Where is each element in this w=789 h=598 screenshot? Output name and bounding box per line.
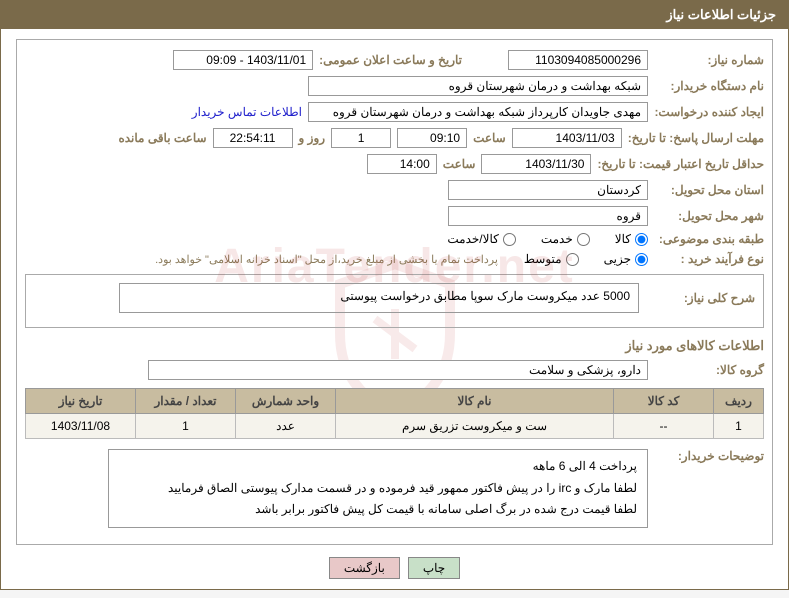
label-price-validity: حداقل تاریخ اعتبار قیمت: تا تاریخ: xyxy=(597,157,764,171)
radio-partial-label: جزیی xyxy=(604,252,631,266)
radio-goods[interactable]: کالا xyxy=(615,232,648,246)
label-process-type: نوع فرآیند خرید : xyxy=(654,252,764,266)
row-goods-group: گروه کالا: دارو، پزشکی و سلامت xyxy=(25,360,764,380)
panel-header: جزئیات اطلاعات نیاز xyxy=(1,1,788,29)
label-price-valid-time: ساعت xyxy=(443,157,476,171)
main-container: جزئیات اطلاعات نیاز AriaTender.net شماره… xyxy=(0,0,789,590)
table-header-row: ردیف کد کالا نام کالا واحد شمارش تعداد /… xyxy=(26,389,764,414)
row-reply-deadline: مهلت ارسال پاسخ: تا تاریخ: 1403/11/03 سا… xyxy=(25,128,764,148)
label-remain-suffix: ساعت باقی مانده xyxy=(118,131,206,145)
field-time-remaining: 22:54:11 xyxy=(213,128,293,148)
row-city: شهر محل تحویل: قروه xyxy=(25,206,764,226)
radio-medium[interactable]: متوسط xyxy=(524,252,579,266)
th-date: تاریخ نیاز xyxy=(26,389,136,414)
row-buyer-notes: توضیحات خریدار: پرداخت 4 الی 6 ماهه لطفا… xyxy=(25,449,764,528)
label-goods-group: گروه کالا: xyxy=(654,363,764,377)
row-category: طبقه بندی موضوعی: کالا خدمت کالا/خدمت xyxy=(25,232,764,246)
field-price-valid-date: 1403/11/30 xyxy=(481,154,591,174)
label-buyer-notes: توضیحات خریدار: xyxy=(654,449,764,463)
process-note: پرداخت تمام یا بخشی از مبلغ خرید،از محل … xyxy=(155,253,498,266)
row-requester: ایجاد کننده درخواست: مهدی جاویدان کارپرد… xyxy=(25,102,764,122)
radio-group-process: جزیی متوسط xyxy=(524,252,648,266)
content-area: AriaTender.net شماره نیاز: 1103094085000… xyxy=(1,29,788,589)
buyer-notes-line2: لطفا مارک و irc را در پیش فاکتور ممهور ق… xyxy=(119,478,637,500)
cell-row: 1 xyxy=(714,414,764,439)
label-requester: ایجاد کننده درخواست: xyxy=(654,105,764,119)
th-qty: تعداد / مقدار xyxy=(136,389,236,414)
label-city: شهر محل تحویل: xyxy=(654,209,764,223)
field-reply-time: 09:10 xyxy=(397,128,467,148)
label-days-suffix: روز و xyxy=(299,131,326,145)
field-description: 5000 عدد میکروست مارک سوپا مطابق درخواست… xyxy=(119,283,639,313)
th-unit: واحد شمارش xyxy=(236,389,336,414)
field-province: کردستان xyxy=(448,180,648,200)
button-row: چاپ بازگشت xyxy=(16,557,773,579)
field-announce-dt: 1403/11/01 - 09:09 xyxy=(173,50,313,70)
radio-goods-service[interactable]: کالا/خدمت xyxy=(447,232,515,246)
radio-goods-label: کالا xyxy=(615,232,631,246)
field-days-remaining: 1 xyxy=(331,128,391,148)
label-category: طبقه بندی موضوعی: xyxy=(654,232,764,246)
label-buyer: نام دستگاه خریدار: xyxy=(654,79,764,93)
goods-info-title: اطلاعات کالاهای مورد نیاز xyxy=(25,338,764,354)
th-code: کد کالا xyxy=(614,389,714,414)
label-province: استان محل تحویل: xyxy=(654,183,764,197)
radio-medium-input[interactable] xyxy=(566,253,579,266)
field-buyer-notes: پرداخت 4 الی 6 ماهه لطفا مارک و irc را د… xyxy=(108,449,648,528)
th-name: نام کالا xyxy=(336,389,614,414)
cell-unit: عدد xyxy=(236,414,336,439)
field-need-number: 1103094085000296 xyxy=(508,50,648,70)
radio-goods-service-label: کالا/خدمت xyxy=(447,232,498,246)
row-description: شرح کلی نیاز: 5000 عدد میکروست مارک سوپا… xyxy=(34,283,755,313)
radio-partial[interactable]: جزیی xyxy=(604,252,648,266)
row-province: استان محل تحویل: کردستان xyxy=(25,180,764,200)
label-description: شرح کلی نیاز: xyxy=(645,291,755,305)
back-button[interactable]: بازگشت xyxy=(329,557,400,579)
row-process-type: نوع فرآیند خرید : جزیی متوسط پرداخت تمام… xyxy=(25,252,764,266)
print-button[interactable]: چاپ xyxy=(408,557,460,579)
cell-name: ست و میکروست تزریق سرم xyxy=(336,414,614,439)
field-buyer: شبکه بهداشت و درمان شهرستان قروه xyxy=(308,76,648,96)
cell-date: 1403/11/08 xyxy=(26,414,136,439)
radio-goods-service-input[interactable] xyxy=(503,233,516,246)
label-need-number: شماره نیاز: xyxy=(654,53,764,67)
section-description: شرح کلی نیاز: 5000 عدد میکروست مارک سوپا… xyxy=(25,274,764,328)
link-buyer-contact[interactable]: اطلاعات تماس خریدار xyxy=(192,105,302,119)
radio-medium-label: متوسط xyxy=(524,252,562,266)
field-goods-group: دارو، پزشکی و سلامت xyxy=(148,360,648,380)
row-need-number: شماره نیاز: 1103094085000296 تاریخ و ساع… xyxy=(25,50,764,70)
label-announce-dt: تاریخ و ساعت اعلان عمومی: xyxy=(319,53,462,67)
field-city: قروه xyxy=(448,206,648,226)
goods-table: ردیف کد کالا نام کالا واحد شمارش تعداد /… xyxy=(25,388,764,439)
cell-qty: 1 xyxy=(136,414,236,439)
label-reply-deadline: مهلت ارسال پاسخ: تا تاریخ: xyxy=(628,131,764,145)
radio-service[interactable]: خدمت xyxy=(541,232,590,246)
label-reply-time: ساعت xyxy=(473,131,506,145)
th-row: ردیف xyxy=(714,389,764,414)
radio-group-category: کالا خدمت کالا/خدمت xyxy=(447,232,648,246)
buyer-notes-line3: لطفا قیمت درج شده در برگ اصلی سامانه با … xyxy=(119,499,637,521)
radio-goods-input[interactable] xyxy=(635,233,648,246)
field-price-valid-time: 14:00 xyxy=(367,154,437,174)
field-requester: مهدی جاویدان کارپرداز شبکه بهداشت و درما… xyxy=(308,102,648,122)
row-buyer: نام دستگاه خریدار: شبکه بهداشت و درمان ش… xyxy=(25,76,764,96)
radio-service-label: خدمت xyxy=(541,232,573,246)
cell-code: -- xyxy=(614,414,714,439)
radio-partial-input[interactable] xyxy=(635,253,648,266)
row-price-validity: حداقل تاریخ اعتبار قیمت: تا تاریخ: 1403/… xyxy=(25,154,764,174)
table-row: 1 -- ست و میکروست تزریق سرم عدد 1 1403/1… xyxy=(26,414,764,439)
buyer-notes-line1: پرداخت 4 الی 6 ماهه xyxy=(119,456,637,478)
form-box: شماره نیاز: 1103094085000296 تاریخ و ساع… xyxy=(16,39,773,545)
field-reply-date: 1403/11/03 xyxy=(512,128,622,148)
panel-title: جزئیات اطلاعات نیاز xyxy=(666,7,776,22)
radio-service-input[interactable] xyxy=(577,233,590,246)
